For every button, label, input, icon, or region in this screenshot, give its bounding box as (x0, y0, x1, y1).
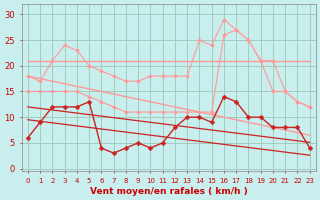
X-axis label: Vent moyen/en rafales ( km/h ): Vent moyen/en rafales ( km/h ) (90, 187, 248, 196)
